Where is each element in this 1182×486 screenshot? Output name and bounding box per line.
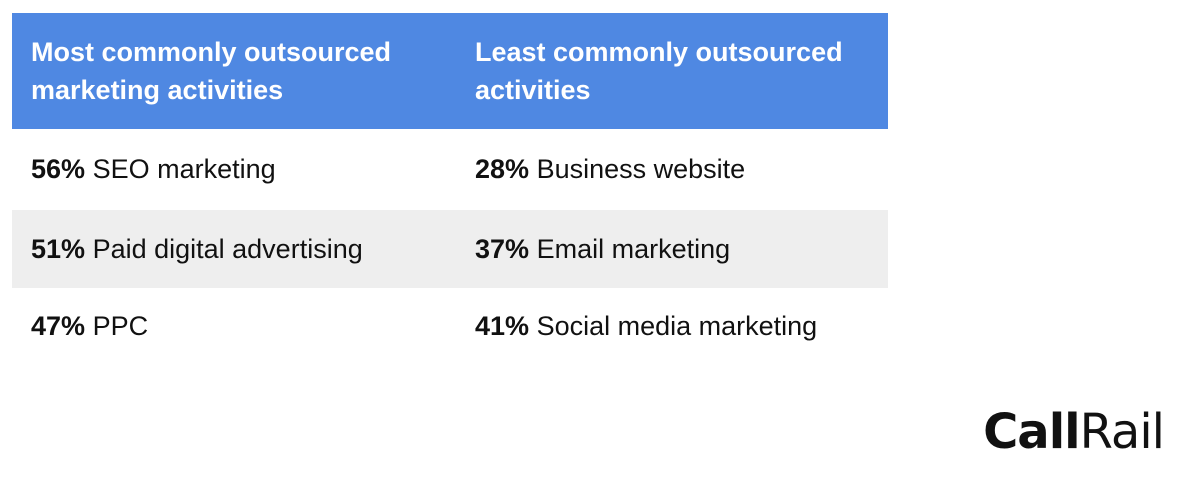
percentage: 47% <box>31 310 86 341</box>
percentage: 28% <box>475 154 530 184</box>
activity-label: Email marketing <box>536 233 731 264</box>
activity-label: Social media marketing <box>536 310 818 341</box>
activity-label: SEO marketing <box>92 154 276 184</box>
table-row: 51% Paid digital advertising 37% Email m… <box>12 210 888 288</box>
outsourcing-table: Most commonly outsourced marketing activ… <box>12 13 888 364</box>
most-common-item: 56% SEO marketing <box>12 154 456 185</box>
activity-label: Business website <box>536 154 746 184</box>
logo-text-call: Call <box>983 404 1081 460</box>
table-row: 56% SEO marketing 28% Business website <box>12 129 888 210</box>
callrail-logo: CallRail <box>983 404 1165 460</box>
activity-label: Paid digital advertising <box>92 233 363 264</box>
least-common-item: 41% Social media marketing <box>456 311 888 342</box>
table-header: Most commonly outsourced marketing activ… <box>12 13 888 129</box>
header-most-common: Most commonly outsourced marketing activ… <box>31 37 392 105</box>
percentage: 56% <box>31 154 86 184</box>
header-least-common: Least commonly outsourced activities <box>475 37 843 105</box>
least-common-item: 28% Business website <box>456 154 888 185</box>
percentage: 37% <box>475 233 530 264</box>
table-row: 47% PPC 41% Social media marketing <box>12 288 888 364</box>
activity-label: PPC <box>92 310 149 341</box>
percentage: 51% <box>31 233 86 264</box>
logo-text-rail: Rail <box>1079 404 1165 460</box>
percentage: 41% <box>475 310 530 341</box>
most-common-item: 51% Paid digital advertising <box>12 234 456 265</box>
least-common-item: 37% Email marketing <box>456 234 888 265</box>
most-common-item: 47% PPC <box>12 311 456 342</box>
